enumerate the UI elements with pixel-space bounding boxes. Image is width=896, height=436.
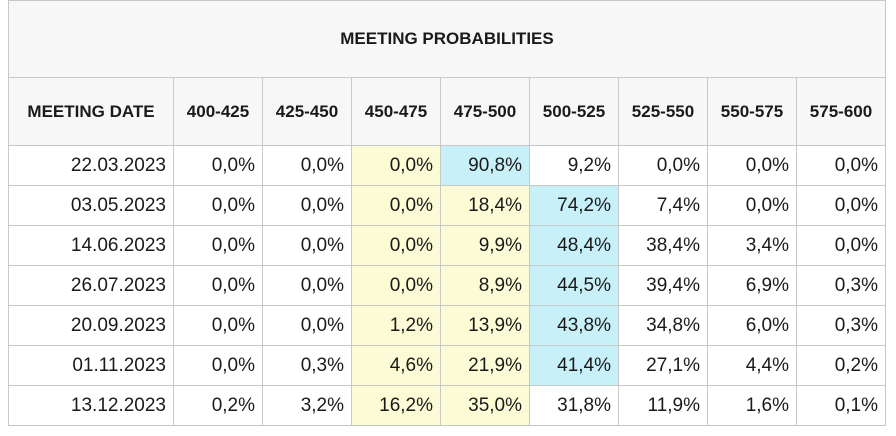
probability-cell: 34,8% [618,305,708,346]
column-header-500-525: 500-525 [529,77,619,146]
probability-cell: 0,0% [173,225,263,266]
probability-cell: 0,0% [262,305,352,346]
probabilities-table-container: MEETING PROBABILITIES MEETING DATE 400-4… [8,0,886,426]
probability-cell: 13,9% [440,305,530,346]
probability-cell: 74,2% [529,185,619,226]
title-row: MEETING PROBABILITIES [8,0,886,78]
table-row: 26.07.2023 0,0% 0,0% 0,0% 8,9% 44,5% 39,4% 6,9%… [8,265,886,306]
probability-cell: 1,6% [707,385,797,426]
probability-cell: 4,4% [707,345,797,386]
probability-cell: 0,1% [796,385,886,426]
probability-cell: 0,0% [707,185,797,226]
probability-cell: 0,0% [796,225,886,266]
meeting-date-header: MEETING DATE [8,77,174,146]
probability-cell: 9,2% [529,145,619,186]
probability-cell: 16,2% [351,385,441,426]
table-row: 20.09.2023 0,0% 0,0% 1,2% 13,9% 43,8% 34,8% 6,0… [8,305,886,346]
table-row: 01.11.2023 0,0% 0,3% 4,6% 21,9% 41,4% 27,1% 4,4… [8,345,886,386]
probability-cell: 0,0% [707,145,797,186]
column-header-575-600: 575-600 [796,77,886,146]
meeting-date-cell: 03.05.2023 [8,185,174,226]
probability-cell: 0,0% [173,185,263,226]
probability-cell: 48,4% [529,225,619,266]
probability-cell: 0,0% [351,225,441,266]
column-header-450-475: 450-475 [351,77,441,146]
probability-cell: 0,0% [262,225,352,266]
column-header-400-425: 400-425 [173,77,263,146]
probability-cell: 21,9% [440,345,530,386]
probability-cell: 11,9% [618,385,708,426]
probability-cell: 7,4% [618,185,708,226]
probability-cell: 0,0% [262,145,352,186]
probability-cell: 0,3% [262,345,352,386]
probability-cell: 8,9% [440,265,530,306]
probability-cell: 41,4% [529,345,619,386]
probability-cell: 3,2% [262,385,352,426]
probability-cell: 27,1% [618,345,708,386]
probability-cell: 43,8% [529,305,619,346]
probability-cell: 35,0% [440,385,530,426]
probability-cell: 0,3% [796,265,886,306]
table-row: 14.06.2023 0,0% 0,0% 0,0% 9,9% 48,4% 38,4% 3,4%… [8,225,886,266]
probability-cell: 6,9% [707,265,797,306]
probability-cell: 0,2% [796,345,886,386]
probability-cell: 0,2% [173,385,263,426]
probability-cell: 0,3% [796,305,886,346]
table-body: 22.03.2023 0,0% 0,0% 0,0% 90,8% 9,2% 0,0% 0,0% 0… [8,145,886,426]
column-header-550-575: 550-575 [707,77,797,146]
meeting-date-cell: 20.09.2023 [8,305,174,346]
probability-cell: 1,2% [351,305,441,346]
meeting-date-cell: 22.03.2023 [8,145,174,186]
probability-cell: 0,0% [351,185,441,226]
probability-cell: 0,0% [262,265,352,306]
column-header-475-500: 475-500 [440,77,530,146]
probability-cell: 0,0% [173,305,263,346]
probability-cell: 44,5% [529,265,619,306]
table-row: 22.03.2023 0,0% 0,0% 0,0% 90,8% 9,2% 0,0% 0,0% 0… [8,145,886,186]
probability-cell: 31,8% [529,385,619,426]
table-row: 13.12.2023 0,2% 3,2% 16,2% 35,0% 31,8% 11,9% 1,… [8,385,886,426]
column-header-525-550: 525-550 [618,77,708,146]
meeting-date-cell: 14.06.2023 [8,225,174,266]
probability-cell: 3,4% [707,225,797,266]
probability-cell: 0,0% [796,185,886,226]
meeting-date-cell: 26.07.2023 [8,265,174,306]
probability-cell: 0,0% [796,145,886,186]
table-title: MEETING PROBABILITIES [8,0,886,78]
column-header-425-450: 425-450 [262,77,352,146]
column-header-row: MEETING DATE 400-425 425-450 450-475 475-50… [8,77,886,146]
probability-cell: 38,4% [618,225,708,266]
probability-cell: 0,0% [351,145,441,186]
probability-cell: 0,0% [173,345,263,386]
probability-cell: 9,9% [440,225,530,266]
probability-cell: 0,0% [618,145,708,186]
probability-cell: 90,8% [440,145,530,186]
probability-cell: 39,4% [618,265,708,306]
probability-cell: 4,6% [351,345,441,386]
probability-cell: 0,0% [173,145,263,186]
probability-cell: 0,0% [173,265,263,306]
table-row: 03.05.2023 0,0% 0,0% 0,0% 18,4% 74,2% 7,4% 0,0%… [8,185,886,226]
meeting-date-cell: 01.11.2023 [8,345,174,386]
meeting-date-cell: 13.12.2023 [8,385,174,426]
probability-cell: 0,0% [351,265,441,306]
probability-cell: 18,4% [440,185,530,226]
meeting-probabilities-table: MEETING PROBABILITIES MEETING DATE 400-4… [8,0,886,426]
probability-cell: 0,0% [262,185,352,226]
probability-cell: 6,0% [707,305,797,346]
